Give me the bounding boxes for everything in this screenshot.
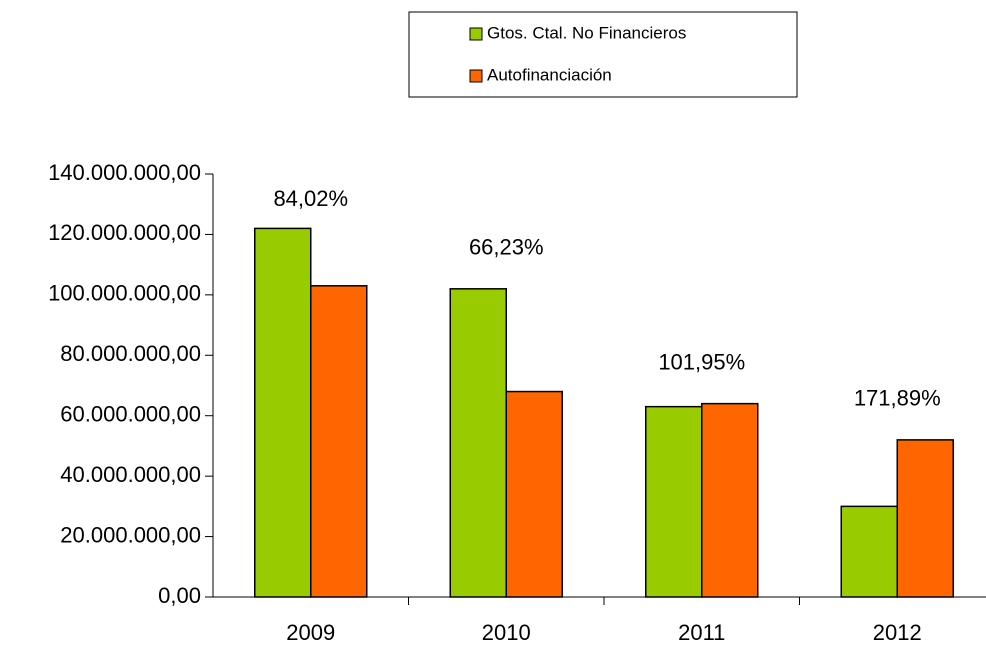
x-tick-label: 2012 xyxy=(873,620,922,645)
bar xyxy=(449,288,507,598)
y-tick-label: 120.000.000,00 xyxy=(48,220,201,245)
bar xyxy=(505,390,563,598)
annotation: 66,23% xyxy=(469,235,544,260)
y-tick-label: 140.000.000,00 xyxy=(48,160,201,185)
x-tick-label: 2009 xyxy=(286,620,335,645)
annotation: 84,02% xyxy=(273,186,348,211)
y-tick-label: 0,00 xyxy=(158,583,201,608)
y-tick-label: 60.000.000,00 xyxy=(60,402,201,427)
x-tick-label: 2010 xyxy=(482,620,531,645)
y-tick-label: 80.000.000,00 xyxy=(60,341,201,366)
bar xyxy=(645,405,703,598)
legend-swatch xyxy=(469,69,483,83)
annotation: 101,95% xyxy=(658,349,745,374)
legend-label: Gtos. Ctal. No Financieros xyxy=(487,23,686,42)
bar xyxy=(896,439,954,598)
bar xyxy=(254,227,312,598)
y-tick-label: 40.000.000,00 xyxy=(60,462,201,487)
bar xyxy=(310,285,368,598)
legend-swatch xyxy=(469,27,483,41)
legend-box xyxy=(408,11,798,98)
bar xyxy=(701,402,759,598)
x-tick-label: 2011 xyxy=(678,620,725,645)
annotation: 171,89% xyxy=(854,386,941,411)
bar xyxy=(840,505,898,598)
legend-label: Autofinanciación xyxy=(487,65,612,84)
y-tick-label: 100.000.000,00 xyxy=(48,281,201,306)
y-tick-label: 20.000.000,00 xyxy=(60,522,201,547)
